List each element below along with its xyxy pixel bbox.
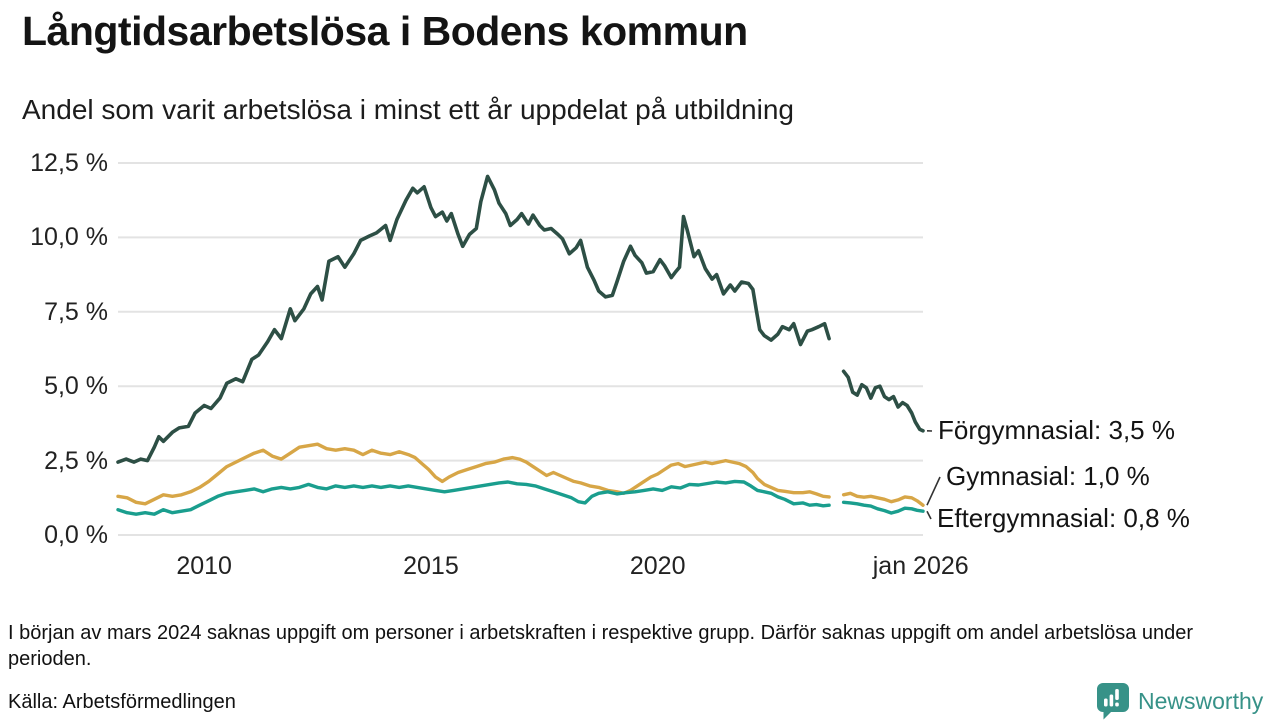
source-credit: Källa: Arbetsförmedlingen xyxy=(8,691,236,713)
newsworthy-logo: Newsworthy xyxy=(1096,682,1263,720)
series-label-eftergymnasial: Eftergymnasial: 0,8 % xyxy=(937,503,1190,533)
series-label-gymnasial: Gymnasial: 1,0 % xyxy=(946,461,1150,491)
x-axis-tick-label: 2010 xyxy=(176,552,232,580)
y-axis-tick-label: 0,0 % xyxy=(44,521,108,549)
x-axis-tick-label: 2020 xyxy=(629,552,686,580)
x-axis-tick-label: 2015 xyxy=(403,552,459,580)
footnote: I början av mars 2024 saknas uppgift om … xyxy=(8,622,1194,670)
y-axis-tick-label: 2,5 % xyxy=(44,446,108,475)
newsworthy-wordmark: Newsworthy xyxy=(1138,687,1264,714)
newsworthy-bubble-chart-icon xyxy=(1097,683,1129,720)
series-lines xyxy=(116,174,925,516)
series-label-förgymnasial: Förgymnasial: 3,5 % xyxy=(938,415,1175,445)
y-axis-tick-label: 5,0 % xyxy=(44,372,108,401)
chart-subtitle: Andel som varit arbetslösa i minst ett å… xyxy=(22,94,794,125)
label-connector-lines xyxy=(926,430,941,520)
y-axis-tick-label: 10,0 % xyxy=(30,223,108,252)
gridlines xyxy=(118,162,923,536)
y-axis-tick-label: 12,5 % xyxy=(30,149,108,177)
page-title: Långtidsarbetslösa i Bodens kommun xyxy=(22,8,748,54)
x-axis-tick-label: jan 2026 xyxy=(872,552,969,580)
y-axis-tick-label: 7,5 % xyxy=(44,297,108,326)
